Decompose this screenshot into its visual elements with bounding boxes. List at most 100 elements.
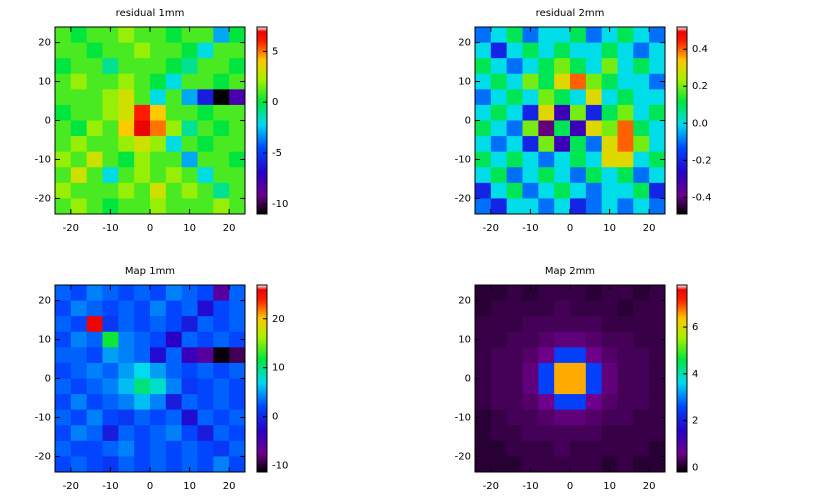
heatmap-cell <box>490 182 508 199</box>
heatmap-cell <box>585 394 603 411</box>
heatmap-cell <box>181 378 198 395</box>
heatmap-cell <box>617 104 634 121</box>
heatmap-cell <box>213 42 230 59</box>
heatmap-cell <box>649 182 666 199</box>
heatmap-cell <box>570 89 587 106</box>
heatmap-cell <box>86 182 103 199</box>
heatmap-cell <box>506 394 523 411</box>
heatmap-cell <box>522 120 539 137</box>
heatmap-cell <box>165 285 183 301</box>
y-tick-label: 0 <box>465 116 471 127</box>
heatmap-cell <box>475 456 492 473</box>
heatmap-cell <box>55 362 72 379</box>
heatmap-cell <box>181 104 198 121</box>
heatmap-cell <box>570 167 587 184</box>
heatmap-cell <box>197 27 214 43</box>
heatmap-cell <box>118 120 135 137</box>
heatmap-cell <box>70 285 88 301</box>
x-tick-label: 0 <box>147 223 153 234</box>
heatmap-cell <box>649 73 666 90</box>
heatmap-cell <box>506 425 523 442</box>
heatmap-cell <box>118 73 135 90</box>
heatmap-cell <box>213 151 230 168</box>
heatmap-cell <box>617 425 634 442</box>
heatmap-cell <box>585 120 603 137</box>
heatmap-cell <box>554 73 571 90</box>
heatmap-cell <box>70 58 88 75</box>
heatmap-cell <box>538 198 555 215</box>
colorbar-tick-label: 0.4 <box>692 44 708 55</box>
heatmap-cell <box>490 73 508 90</box>
heatmap-cell <box>585 316 603 333</box>
heatmap-cell <box>554 362 571 379</box>
heatmap-cell <box>538 167 555 184</box>
heatmap-cell <box>134 409 151 426</box>
heatmap-cell <box>601 362 618 379</box>
heatmap-cell <box>70 440 88 457</box>
heatmap-cell <box>633 198 650 215</box>
heatmap-cell <box>118 89 135 106</box>
heatmap-cell <box>506 151 523 168</box>
heatmap-cell <box>522 378 539 395</box>
heatmap-cell <box>490 27 508 43</box>
heatmap-cell <box>197 167 214 184</box>
heatmap-cell <box>102 42 119 59</box>
heatmap-cell <box>585 285 603 301</box>
heatmap-cell <box>506 316 523 333</box>
heatmap-cell <box>165 89 183 106</box>
heatmap-cell <box>118 42 135 59</box>
heatmap-cell <box>570 440 587 457</box>
heatmap-cell <box>506 347 523 364</box>
heatmap-cell <box>538 136 555 153</box>
heatmap-cell <box>118 300 135 317</box>
heatmap-cell <box>165 198 183 215</box>
heatmap-cell <box>475 198 492 215</box>
heatmap-cell <box>538 347 555 364</box>
heatmap-cell <box>506 331 523 348</box>
heatmap-cell <box>197 73 214 90</box>
heatmap-cell <box>150 331 167 348</box>
colorbar-tick-label: 0 <box>692 462 698 473</box>
heatmap-cell <box>633 73 650 90</box>
heatmap-cell <box>118 167 135 184</box>
heatmap-cell <box>197 347 214 364</box>
heatmap-cell <box>150 104 167 121</box>
heatmap-cell <box>181 27 198 43</box>
heatmap-cell <box>585 182 603 199</box>
colorbar <box>256 26 268 215</box>
heatmap-cell <box>134 425 151 442</box>
heatmap-cell <box>197 182 214 199</box>
heatmap-cell <box>213 456 230 473</box>
heatmap-cell <box>554 425 571 442</box>
heatmap-cell <box>522 409 539 426</box>
heatmap-cell <box>554 42 571 59</box>
heatmap-cell <box>475 394 492 411</box>
colorbar <box>256 284 268 473</box>
heatmap-cell <box>633 440 650 457</box>
heatmap-cell <box>490 285 508 301</box>
heatmap-cell <box>538 409 555 426</box>
heatmap-cell <box>633 316 650 333</box>
panel: residual 1mm -20 -10 0 10 20 -20 -10 0 10 20 -10 -5 0… <box>35 8 289 234</box>
heatmap-cell <box>506 89 523 106</box>
heatmap-cell <box>102 120 119 137</box>
y-tick-label: -20 <box>455 451 471 462</box>
heatmap-cell <box>617 182 634 199</box>
heatmap-cell <box>601 300 618 317</box>
heatmap-cell <box>649 27 666 43</box>
heatmap-cell <box>165 73 183 90</box>
heatmap-cell <box>522 347 539 364</box>
heatmap-cell <box>649 425 666 442</box>
heatmap-cell <box>585 378 603 395</box>
heatmap-cell <box>554 331 571 348</box>
heatmap-cell <box>601 89 618 106</box>
heatmap-cell <box>165 300 183 317</box>
heatmap-cell <box>165 362 183 379</box>
heatmap-cell <box>86 378 103 395</box>
heatmap-cell <box>86 136 103 153</box>
y-tick-label: -10 <box>35 412 51 423</box>
heatmap-cell <box>522 167 539 184</box>
heatmap-cell <box>150 409 167 426</box>
y-tick-label: 10 <box>38 77 51 88</box>
heatmap-cell <box>86 120 103 137</box>
